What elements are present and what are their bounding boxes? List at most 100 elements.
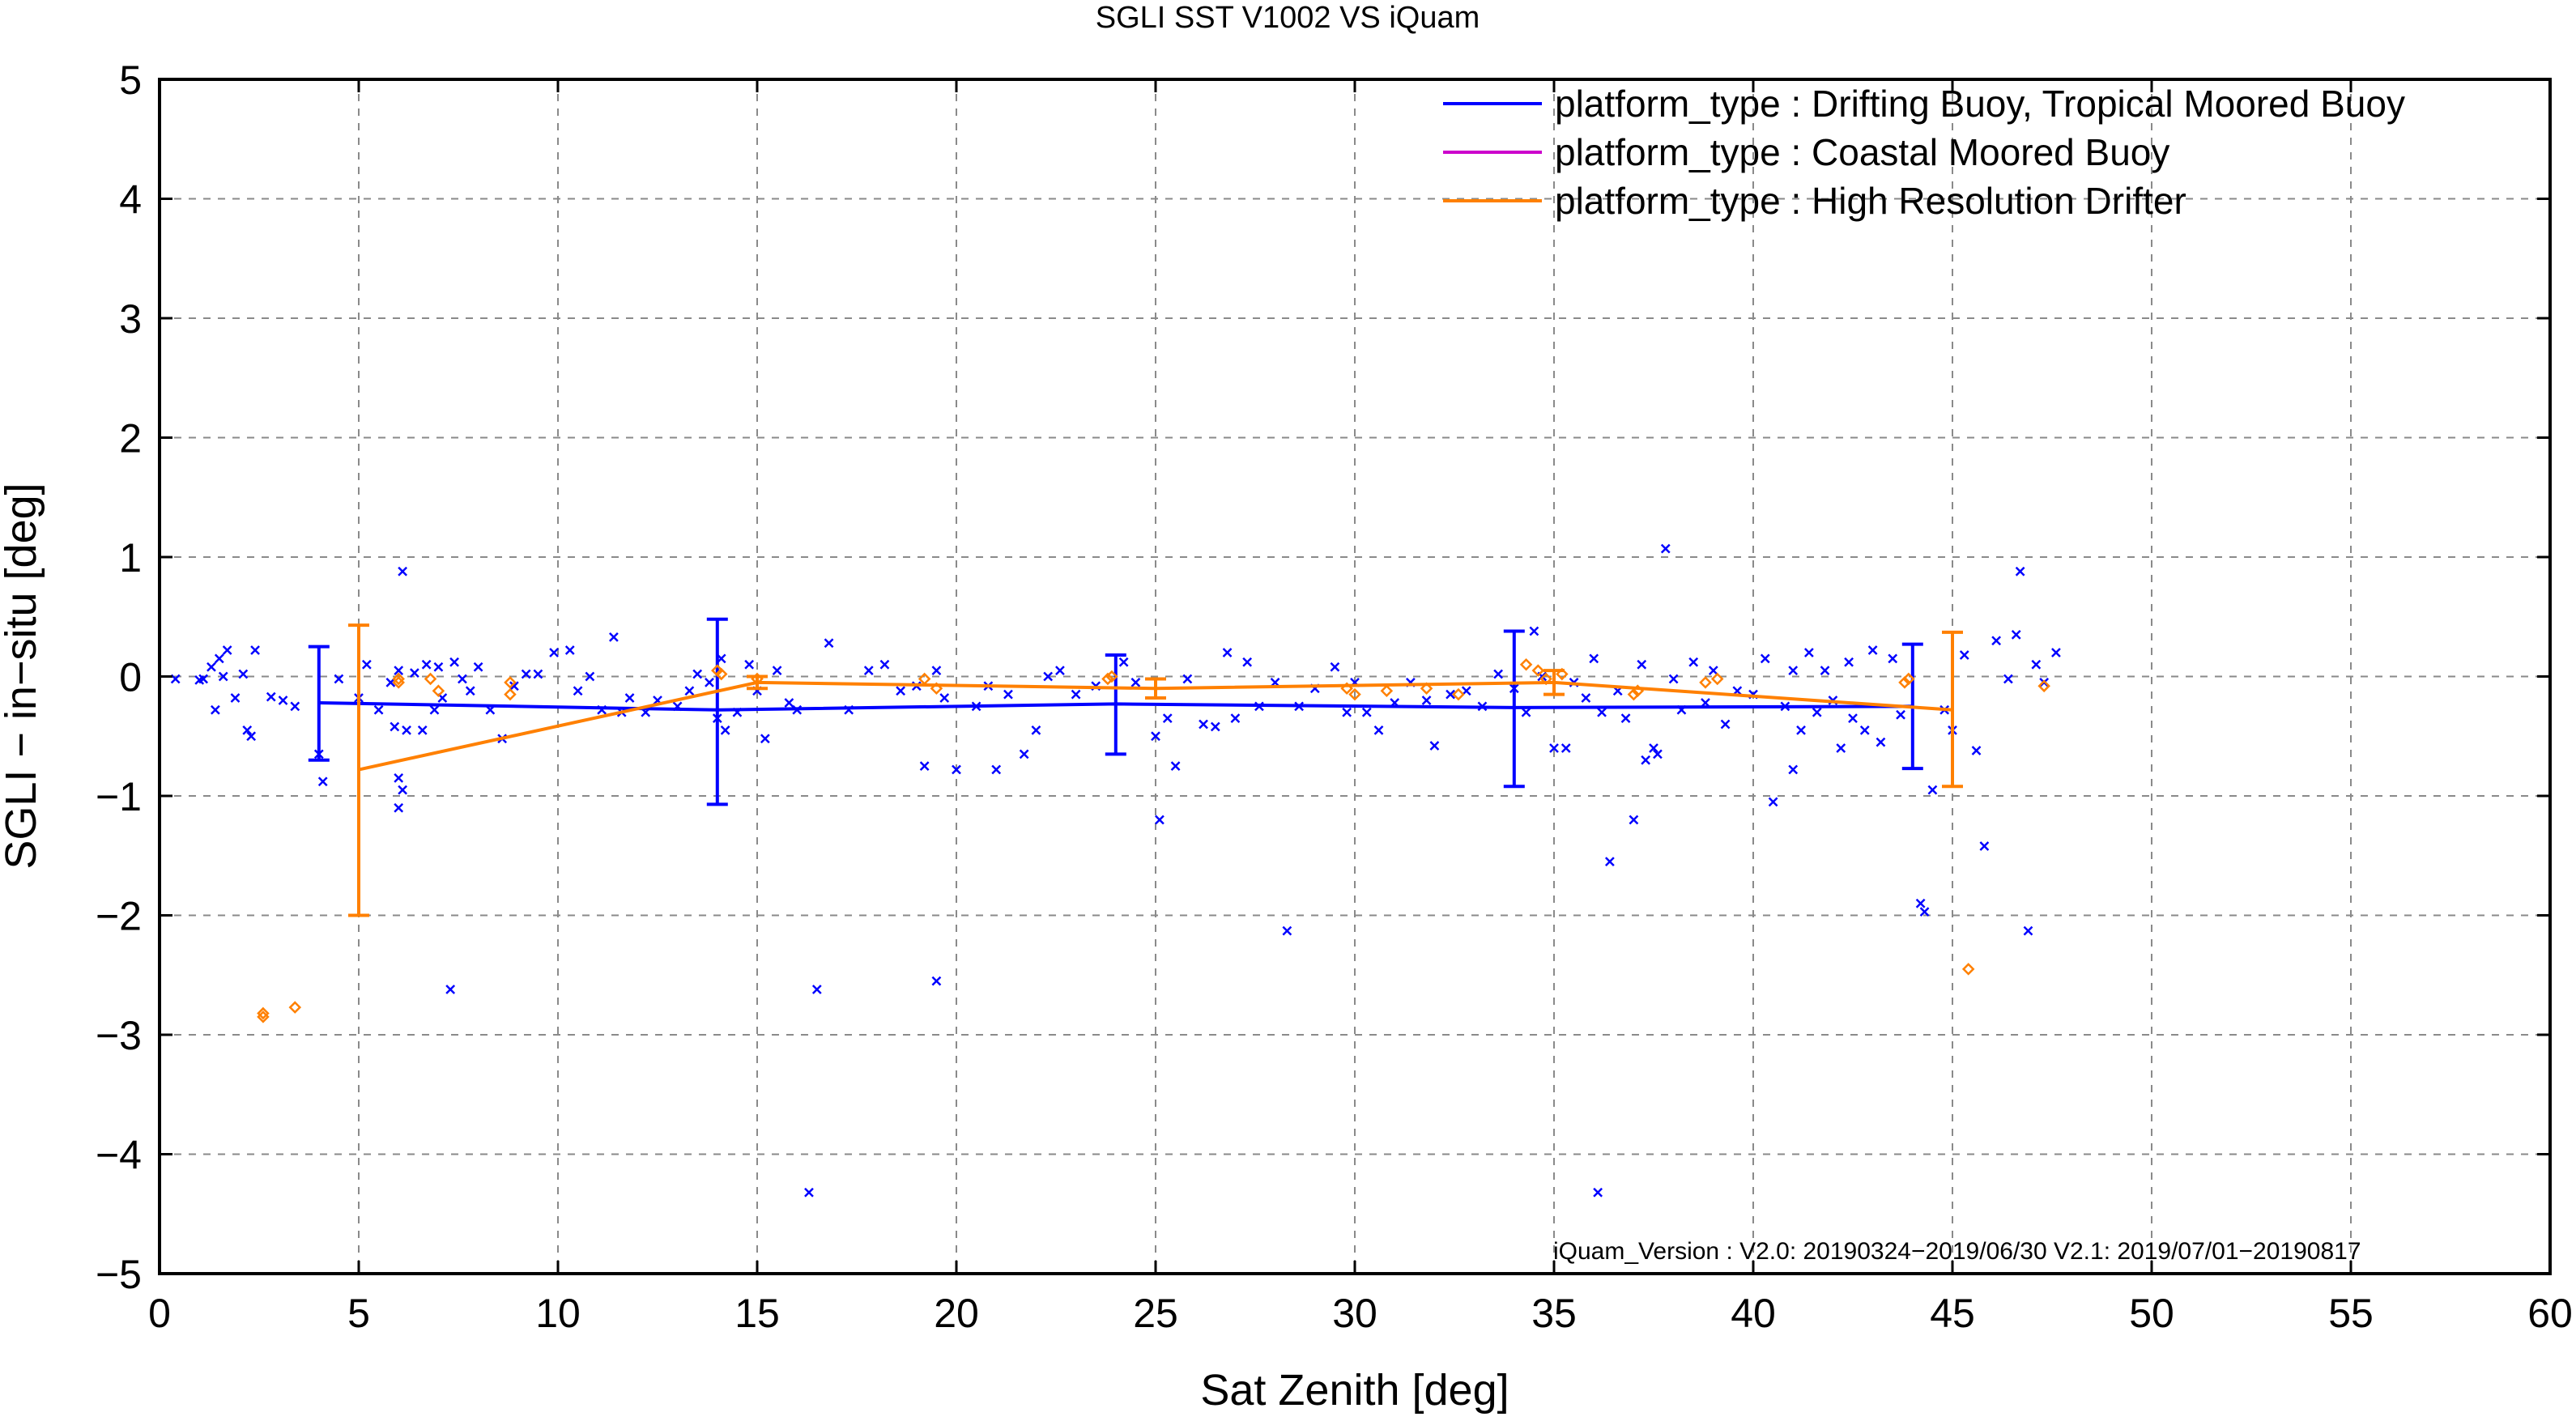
data-point	[1604, 857, 1615, 867]
data-point	[1101, 672, 1114, 686]
data-point	[564, 645, 575, 655]
chart-title: SGLI SST V1002 VS iQuam	[1096, 1, 1480, 35]
data-point	[398, 566, 408, 576]
error-bar	[706, 617, 728, 806]
grid-lines	[160, 79, 2550, 1274]
data-point	[1155, 815, 1165, 825]
data-point	[1105, 670, 1118, 683]
data-point	[458, 674, 467, 684]
y-tick-label: 5	[119, 57, 142, 103]
data-point	[1529, 626, 1539, 636]
data-point	[784, 698, 794, 708]
data-point	[573, 686, 583, 696]
data-point	[1031, 725, 1041, 735]
data-point	[1019, 749, 1029, 759]
data-point	[585, 671, 595, 682]
y-tick-label: −5	[96, 1252, 142, 1297]
data-point	[465, 686, 475, 696]
data-point	[207, 662, 216, 672]
data-point	[1589, 653, 1599, 664]
y-tick-label: 2	[119, 416, 142, 462]
data-point	[1420, 682, 1433, 696]
data-point	[1927, 785, 1938, 795]
data-point	[1446, 689, 1455, 700]
data-point	[1848, 713, 1858, 724]
data-point	[445, 985, 456, 994]
data-point	[1653, 749, 1663, 759]
data-point	[242, 725, 253, 735]
y-axis-title: SGLI − in−situ [deg]	[0, 483, 45, 869]
data-point	[2051, 648, 2061, 657]
data-point	[1493, 669, 1504, 679]
data-point	[1130, 677, 1141, 687]
data-point	[1230, 713, 1241, 724]
x-tick-label: 30	[1332, 1291, 1377, 1336]
x-tick-label: 55	[2328, 1291, 2374, 1336]
data-point	[1627, 687, 1641, 701]
data-point	[1282, 925, 1292, 936]
y-tick-label: 4	[119, 177, 142, 223]
data-point	[804, 1187, 814, 1198]
data-point	[1820, 666, 1830, 676]
data-point	[1342, 707, 1352, 717]
data-point	[1919, 907, 1930, 917]
data-point	[692, 669, 703, 679]
data-point	[952, 764, 961, 775]
data-point	[246, 731, 257, 742]
data-point	[1708, 666, 1718, 676]
data-point	[1812, 707, 1822, 717]
data-point	[222, 645, 232, 655]
data-point	[1519, 657, 1533, 671]
legend-label: platform_type : High Resolution Drifter	[1555, 180, 2186, 222]
error-bar	[1503, 629, 1525, 789]
data-point	[1649, 743, 1658, 753]
data-point	[1915, 898, 1926, 908]
data-point	[1859, 725, 1870, 735]
data-point	[424, 672, 437, 686]
data-point	[409, 668, 419, 678]
data-point	[1055, 666, 1065, 676]
data-point	[744, 659, 755, 670]
data-point	[1222, 648, 1233, 657]
data-point	[394, 802, 404, 813]
data-point	[421, 659, 432, 670]
data-point	[1888, 653, 1898, 664]
data-point	[250, 645, 260, 655]
data-point	[473, 662, 483, 672]
data-point	[1170, 761, 1181, 772]
data-point	[1162, 713, 1173, 724]
y-tick-label: −3	[96, 1013, 142, 1058]
data-point	[608, 632, 619, 642]
error-bar	[1145, 677, 1166, 700]
data-point	[1720, 719, 1731, 730]
data-point	[1348, 687, 1361, 701]
data-point	[1429, 741, 1440, 751]
data-point	[991, 764, 1002, 775]
y-tick-label: −1	[96, 774, 142, 819]
data-point	[334, 674, 344, 684]
y-tick-label: 0	[119, 655, 142, 700]
data-point	[1003, 689, 1013, 700]
data-point	[549, 648, 559, 657]
data-point	[2015, 566, 2025, 576]
legend-label: platform_type : Drifting Buoy, Tropical …	[1555, 83, 2405, 125]
data-point	[390, 721, 400, 732]
data-point	[392, 672, 405, 686]
data-point	[2011, 629, 2021, 640]
data-point	[1688, 657, 1699, 667]
error-bar	[1942, 630, 1963, 789]
data-point	[509, 681, 519, 691]
data-point	[1373, 725, 1384, 735]
data-point	[1796, 725, 1806, 735]
y-tick-label: 1	[119, 535, 142, 581]
data-point	[1549, 743, 1559, 753]
data-point	[317, 776, 328, 787]
data-point	[1629, 815, 1639, 825]
data-point	[705, 677, 714, 687]
data-point	[863, 666, 874, 676]
data-point	[1242, 657, 1253, 667]
data-point	[1118, 657, 1129, 667]
data-point	[266, 691, 276, 702]
data-point	[2031, 659, 2042, 670]
